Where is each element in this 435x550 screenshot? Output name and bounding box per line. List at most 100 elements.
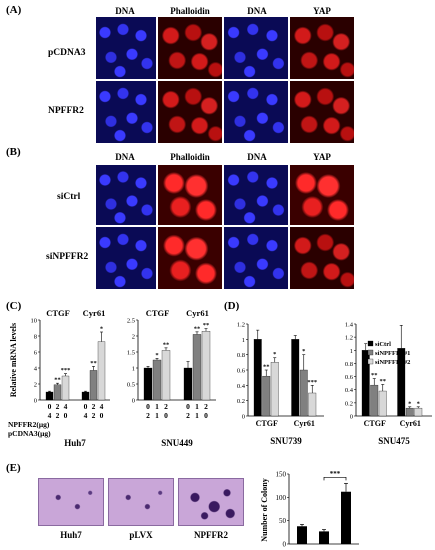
y-tick-label: 0.2 xyxy=(237,398,245,405)
significance-mark: ** xyxy=(371,372,378,379)
micrograph xyxy=(157,164,223,226)
panel-a-col-1: DNA xyxy=(115,6,135,16)
group-label: Cyr61 xyxy=(186,308,209,318)
chart-group-name: SNU739 xyxy=(270,436,302,446)
y-tick-label: 8 xyxy=(34,334,37,341)
panel-c-label: (C) xyxy=(6,300,22,312)
bar xyxy=(262,375,271,417)
bar xyxy=(414,407,423,417)
y-tick-label: 0.6 xyxy=(345,374,354,381)
y-tick-label: 0 xyxy=(350,414,353,421)
colony-plate xyxy=(38,478,104,526)
chart-group-name: SNU475 xyxy=(378,436,410,446)
micrograph xyxy=(223,80,289,144)
legend-label: siNPFFR2#1 xyxy=(375,350,410,357)
panel-b-label: (B) xyxy=(6,146,21,158)
significance-mark: ** xyxy=(194,325,201,332)
panel-c-row2-label: pCDNA3(μg) xyxy=(8,429,51,438)
y-tick-label: 0.4 xyxy=(345,387,354,394)
y-tick-label: 1.2 xyxy=(345,335,353,342)
x-row1-label: 2 xyxy=(204,402,208,411)
y-tick-label: 0.5 xyxy=(127,382,135,389)
y-tick-label: 10 xyxy=(31,318,38,325)
y-tick-label: 6 xyxy=(34,350,38,357)
y-axis-label: Number of Colony xyxy=(260,478,269,541)
significance-mark: *** xyxy=(330,470,341,478)
y-tick-label: 100 xyxy=(276,494,287,502)
y-tick-label: 1 xyxy=(132,366,135,373)
bar xyxy=(253,339,262,417)
micrograph xyxy=(289,164,355,226)
y-axis-label: Relative mRNA levels xyxy=(9,323,18,397)
panel-a-row-1: pCDNA3 xyxy=(48,48,86,58)
significance-mark: * xyxy=(417,400,420,407)
group-label: Cyr61 xyxy=(294,419,315,428)
x-row2-label: 2 xyxy=(186,411,190,420)
micrograph xyxy=(223,16,289,80)
panel-b-col-3: DNA xyxy=(247,152,267,162)
bar xyxy=(341,491,351,544)
bar xyxy=(201,331,211,401)
y-tick-label: 0.4 xyxy=(237,383,246,390)
y-tick-label: 0 xyxy=(242,414,245,421)
bar xyxy=(89,370,98,401)
chart-snu475: 00.20.40.60.811.21.4***** *CTGF Cyr61SNU47… xyxy=(345,322,432,446)
bar xyxy=(308,392,317,417)
chart-colony: 0 50 100 150 Number of Colony *** xyxy=(260,470,359,549)
panel-c-row1-label: NPFFR2(μg) xyxy=(8,420,50,429)
panel-a-col-3: DNA xyxy=(247,6,267,16)
significance-mark: ** xyxy=(203,322,210,329)
panel-d-label: (D) xyxy=(224,300,240,312)
y-tick-label: 50 xyxy=(279,517,287,525)
plate-label-2: pLVX xyxy=(129,530,153,540)
y-tick-label: 1.2 xyxy=(237,322,245,329)
micrograph xyxy=(289,80,355,144)
significance-mark: ** xyxy=(54,377,61,384)
micrograph xyxy=(289,16,355,80)
x-row2-label: 2 xyxy=(92,411,96,420)
x-row1-label: 2 xyxy=(56,402,60,411)
panel-b-row-1: siCtrl xyxy=(57,192,81,202)
bar xyxy=(53,384,62,401)
chart-group-name: Huh7 xyxy=(64,438,86,448)
significance-mark: * xyxy=(302,348,305,355)
significance-mark: * xyxy=(100,326,103,333)
significance-mark: * xyxy=(273,351,276,358)
y-tick-label: 150 xyxy=(276,471,287,479)
group-label: CTGF xyxy=(146,308,170,318)
x-row1-label: 0 xyxy=(146,402,150,411)
group-label: Cyr61 xyxy=(83,308,106,318)
micrograph xyxy=(95,80,157,144)
bar xyxy=(81,391,90,401)
bar xyxy=(152,359,162,401)
x-row2-label: 0 xyxy=(100,411,104,420)
x-row1-label: 4 xyxy=(64,402,68,411)
bar xyxy=(143,367,153,401)
bar xyxy=(291,339,300,417)
y-tick-label: 0.8 xyxy=(345,361,353,368)
x-row2-label: 0 xyxy=(164,411,168,420)
panel-b-col-2: Phalloidin xyxy=(170,152,210,162)
panel-b-col-1: DNA xyxy=(115,152,135,162)
legend-swatch xyxy=(367,340,374,347)
micrograph xyxy=(157,226,223,290)
bar xyxy=(270,362,279,417)
significance-mark: *** xyxy=(61,367,71,374)
group-label: CTGF xyxy=(364,419,386,428)
bar xyxy=(192,334,202,401)
bar xyxy=(378,390,387,417)
micrograph xyxy=(223,164,289,226)
bar xyxy=(45,391,54,401)
x-row1-label: 2 xyxy=(92,402,96,411)
bar xyxy=(161,350,171,401)
x-row2-label: 4 xyxy=(48,411,52,420)
y-tick-label: 4 xyxy=(34,366,38,373)
colony-plate xyxy=(108,478,174,526)
micrograph xyxy=(157,16,223,80)
significance-mark: *** xyxy=(307,379,317,386)
x-row1-label: 2 xyxy=(164,402,168,411)
